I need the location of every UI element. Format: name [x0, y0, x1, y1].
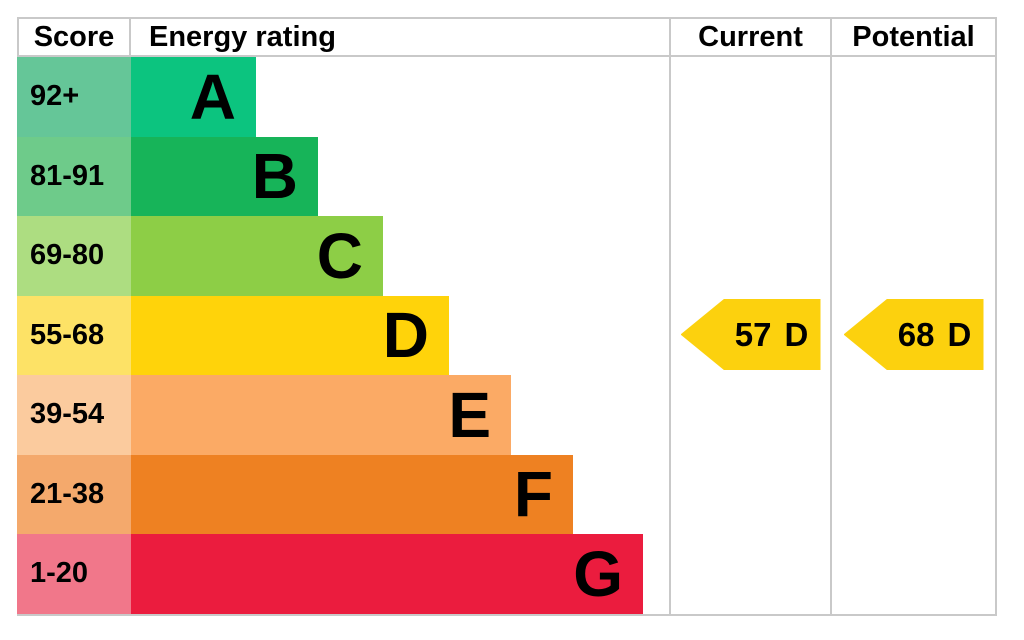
rating-bar-d: D: [131, 295, 449, 375]
potential-rating-letter: D: [947, 315, 972, 353]
rating-letter-f: F: [513, 458, 553, 531]
potential-column: 68 D: [830, 57, 997, 614]
rating-bar-b: B: [131, 136, 318, 216]
rating-bar-f: F: [131, 454, 573, 534]
score-range-b: 81-91: [17, 136, 131, 216]
rating-band-e: E: [131, 375, 669, 455]
rating-letter-c: C: [316, 219, 363, 292]
energy-rating-column-header: Energy rating: [131, 17, 669, 57]
potential-column-header: Potential: [830, 17, 997, 57]
rating-band-d: D: [131, 295, 669, 375]
epc-rating-chart: Score Energy rating Current Potential 92…: [17, 17, 997, 616]
rating-bar-c: C: [131, 216, 383, 296]
rating-letter-b: B: [251, 140, 298, 213]
rating-letter-g: G: [573, 537, 623, 610]
rating-bar-g: G: [131, 534, 643, 614]
potential-rating-arrow: 68 D: [843, 299, 984, 370]
current-rating-arrow: 57 D: [680, 299, 821, 370]
rating-band-b: B: [131, 136, 669, 216]
score-range-g: 1-20: [17, 534, 131, 614]
score-range-c: 69-80: [17, 216, 131, 296]
score-range-d: 55-68: [17, 295, 131, 375]
current-column: 57 D: [669, 57, 830, 614]
current-score-value: 57: [734, 315, 772, 353]
rating-letter-e: E: [448, 378, 491, 451]
score-column-header: Score: [17, 17, 131, 57]
rating-bar-a: A: [131, 57, 256, 137]
rating-letter-a: A: [189, 60, 236, 133]
potential-score-value: 68: [897, 315, 935, 353]
current-column-header: Current: [669, 17, 830, 57]
rating-band-c: C: [131, 216, 669, 296]
score-range-f: 21-38: [17, 454, 131, 534]
score-range-e: 39-54: [17, 375, 131, 455]
rating-band-f: F: [131, 454, 669, 534]
rating-band-g: G: [131, 534, 669, 614]
rating-band-a: A: [131, 57, 669, 137]
score-range-a: 92+: [17, 57, 131, 137]
rating-letter-d: D: [382, 299, 429, 372]
current-rating-letter: D: [784, 315, 809, 353]
rating-bar-e: E: [131, 375, 511, 455]
